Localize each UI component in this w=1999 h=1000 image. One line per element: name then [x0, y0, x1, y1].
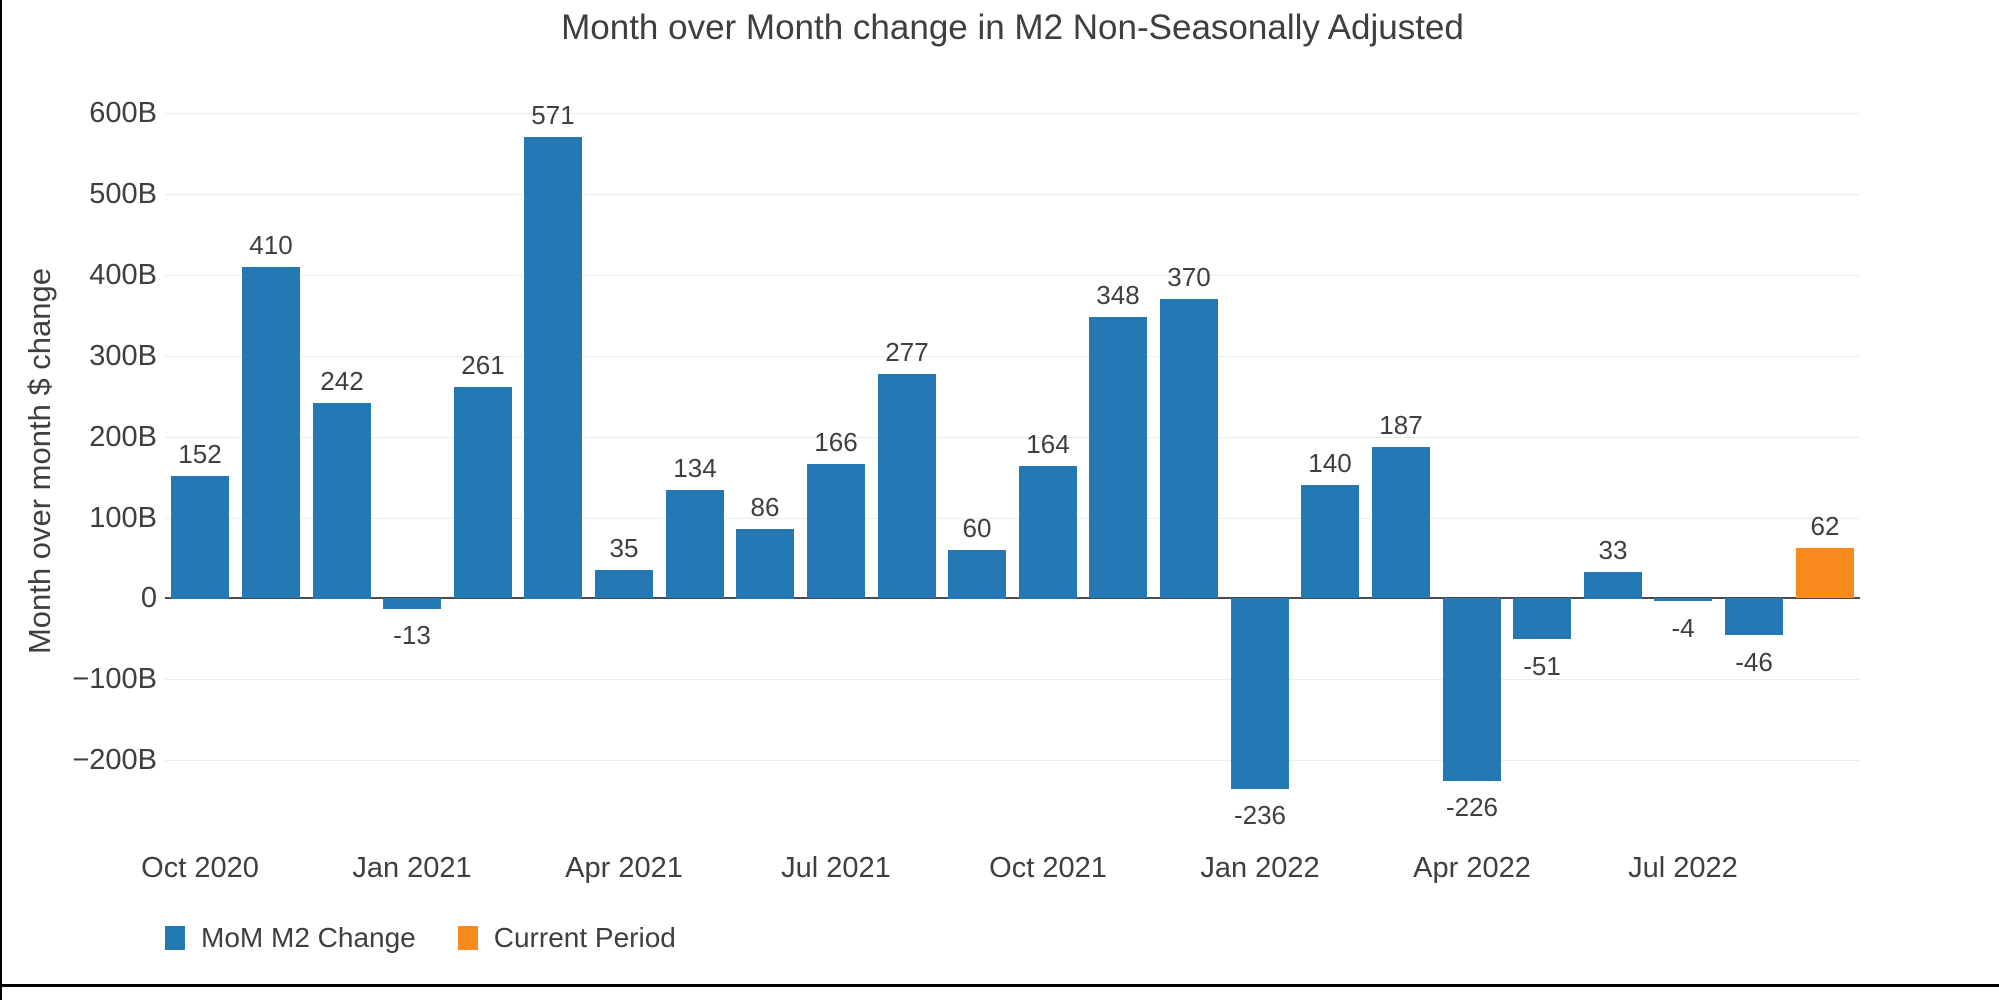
bar-value-label: 35 [609, 533, 639, 563]
y-tick-label: 400B [89, 259, 157, 292]
bar-value-label: 348 [1096, 280, 1140, 310]
y-tick-label: 100B [89, 501, 157, 534]
x-tick-label: Jul 2021 [781, 852, 891, 884]
bar[interactable] [383, 598, 441, 609]
gridline [165, 194, 1860, 196]
bar[interactable] [1231, 598, 1289, 789]
bar-value-label: 33 [1598, 535, 1628, 565]
bar-value-label: 187 [1379, 410, 1423, 440]
gridline [165, 355, 1860, 357]
x-tick-label: Jan 2021 [352, 852, 472, 884]
bar[interactable] [1584, 572, 1642, 599]
legend-swatch-orange [457, 926, 478, 950]
bar-value-label: -13 [393, 620, 431, 650]
bar-value-label: 62 [1810, 511, 1840, 541]
gridline [165, 113, 1860, 115]
bar[interactable] [1089, 317, 1147, 598]
bar-value-label: -46 [1735, 647, 1773, 677]
bar-value-label: 277 [885, 337, 929, 367]
gridline [165, 760, 1860, 762]
gridline [165, 517, 1860, 519]
x-tick-label: Jul 2022 [1628, 852, 1738, 884]
bar-value-label: 164 [1026, 429, 1070, 459]
legend-label-current-period: Current Period [493, 922, 676, 953]
bar-value-label: 86 [750, 492, 780, 522]
bar-value-label: 134 [673, 453, 717, 483]
bar[interactable] [1301, 485, 1359, 598]
bar[interactable] [524, 137, 582, 599]
y-tick-label: 600B [89, 97, 157, 130]
bar[interactable] [1160, 299, 1218, 598]
bar-value-label: 140 [1308, 448, 1352, 478]
x-tick-label: Jan 2022 [1200, 852, 1320, 884]
y-tick-label: 500B [89, 178, 157, 211]
bar[interactable] [1443, 598, 1501, 781]
bar[interactable] [595, 570, 653, 598]
bar-value-label: -4 [1671, 613, 1695, 643]
bar-value-label: 410 [249, 230, 293, 260]
bar-value-label: 166 [814, 427, 858, 457]
bar-value-label: 242 [320, 366, 364, 396]
gridline [165, 436, 1860, 438]
bar-value-label: -236 [1233, 800, 1287, 830]
x-tick-label: Oct 2020 [141, 852, 259, 884]
x-tick-label: Oct 2021 [989, 852, 1107, 884]
bar[interactable] [948, 550, 1006, 599]
y-tick-label: 300B [89, 339, 157, 372]
bar[interactable] [878, 374, 936, 598]
bar[interactable] [1513, 598, 1571, 639]
legend-label-mom-m2-change: MoM M2 Change [201, 922, 416, 953]
bar[interactable] [1725, 598, 1783, 635]
window-bottom-edge [0, 984, 1999, 987]
y-tick-label: 200B [89, 420, 157, 453]
legend-item-mom-m2-change[interactable]: MoM M2 Change [165, 922, 416, 954]
legend-item-current-period[interactable]: Current Period [457, 922, 676, 954]
bar[interactable] [1372, 447, 1430, 598]
x-tick-label: Apr 2021 [565, 852, 683, 884]
bar-value-label: 60 [962, 513, 992, 543]
gridline [165, 679, 1860, 681]
legend-swatch-blue [165, 926, 185, 950]
bar[interactable] [313, 403, 371, 599]
y-tick-label: 0 [140, 582, 157, 615]
bar-value-label: 261 [461, 350, 505, 380]
y-tick-label: −100B [72, 663, 157, 696]
bar-value-label: -51 [1523, 651, 1561, 681]
bar[interactable] [454, 387, 512, 598]
bar[interactable] [666, 490, 724, 598]
bar-value-label: 370 [1167, 262, 1211, 292]
x-tick-label: Apr 2022 [1413, 852, 1531, 884]
window-left-edge [0, 0, 2, 1000]
bar-value-label: 152 [178, 439, 222, 469]
gridline [165, 275, 1860, 277]
bar-value-label: 571 [531, 100, 575, 130]
chart-title: Month over Month change in M2 Non-Season… [561, 8, 1464, 47]
bar[interactable] [1019, 466, 1077, 599]
bar[interactable] [171, 476, 229, 599]
y-tick-label: −200B [72, 744, 157, 777]
legend: MoM M2 Change Current Period [165, 922, 676, 954]
bar[interactable] [242, 267, 300, 598]
bar[interactable] [736, 529, 794, 599]
zero-line [165, 597, 1860, 600]
bar-current-period[interactable] [1796, 548, 1854, 598]
bar[interactable] [1654, 598, 1712, 601]
bar[interactable] [807, 464, 865, 598]
bar-value-label: -226 [1445, 792, 1499, 822]
